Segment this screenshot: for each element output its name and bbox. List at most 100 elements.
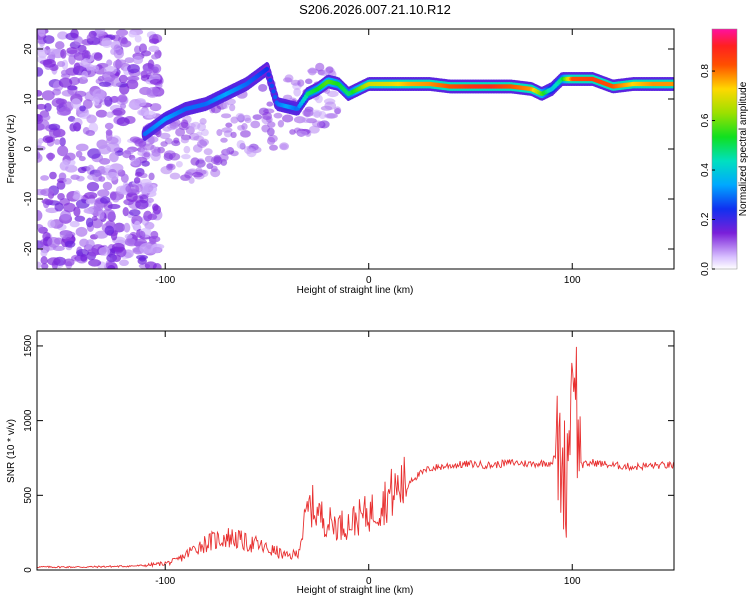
heatmap-blob	[140, 178, 152, 187]
heatmap-blob	[111, 242, 125, 252]
heatmap-blob	[93, 52, 103, 61]
heatmap-blob	[78, 155, 86, 162]
snr-ytick-label: 500	[23, 487, 34, 504]
heatmap-blob	[143, 68, 153, 75]
heatmap-blob	[138, 43, 147, 54]
heatmap-blob	[130, 157, 141, 166]
heatmap-blob	[128, 209, 141, 217]
heatmap-blob	[250, 120, 261, 129]
frequency-ridge	[141, 62, 674, 141]
heatmap-blob	[63, 177, 72, 185]
ridge-core	[269, 83, 275, 89]
heatmap-blob	[56, 60, 66, 67]
heatmap-blob	[119, 103, 127, 109]
snr-ytick-label: 0	[23, 567, 34, 573]
heatmap-blob	[85, 130, 96, 137]
heatmap-blob	[133, 176, 141, 184]
heatmap-blob	[229, 104, 236, 112]
heatmap-blob	[183, 145, 191, 154]
heatmap-blob	[317, 70, 330, 76]
heatmap-blob	[195, 159, 206, 168]
heatmap-blob	[47, 152, 54, 162]
heatmap-blob	[57, 145, 69, 157]
heatmap-blob	[334, 107, 341, 115]
heatmap-blob	[106, 136, 119, 145]
heatmap-blob	[324, 101, 337, 110]
heatmap-blob	[85, 217, 94, 228]
heatmap-blob	[40, 175, 50, 181]
spectrogram-xtick-label: 0	[366, 275, 372, 286]
heatmap-blob	[293, 87, 301, 97]
snr-ytick-label: 1500	[23, 334, 34, 357]
heatmap-blob	[47, 237, 61, 248]
heatmap-blob	[43, 35, 55, 44]
heatmap-blob	[210, 165, 218, 173]
heatmap-blob	[119, 259, 129, 267]
heatmap-blob	[149, 78, 163, 85]
heatmap-blob	[107, 265, 116, 269]
heatmap-blob	[267, 134, 278, 143]
heatmap-blob	[58, 77, 73, 88]
heatmap-blob	[302, 108, 314, 117]
heatmap-blob	[141, 185, 149, 194]
heatmap-blob	[70, 174, 80, 180]
heatmap-blob	[151, 54, 159, 60]
heatmap-blob	[230, 131, 237, 139]
heatmap-blob	[139, 194, 149, 204]
heatmap-blob	[55, 41, 65, 50]
heatmap-blob	[79, 105, 86, 112]
heatmap-blob	[49, 171, 57, 180]
heatmap-blob	[180, 137, 189, 144]
heatmap-blob	[123, 222, 131, 233]
heatmap-blob	[152, 203, 159, 211]
heatmap-blob	[81, 70, 89, 81]
heatmap-blob	[143, 152, 151, 158]
heatmap-blob	[37, 223, 44, 230]
heatmap-blob	[98, 176, 106, 182]
heatmap-blob	[47, 219, 56, 229]
heatmap-blob	[162, 126, 172, 132]
heatmap-blob	[92, 88, 106, 100]
heatmap-blob	[94, 230, 108, 239]
heatmap-blob	[310, 109, 323, 117]
heatmap-blob	[44, 102, 52, 112]
colorbar: 0.0 0.2 0.4 0.6 0.8 Normalized spectral ampl…	[700, 28, 749, 276]
snr-xtick-label: 0	[366, 576, 372, 587]
heatmap-blob	[126, 75, 140, 82]
heatmap-blob	[65, 152, 76, 161]
heatmap-blob	[73, 62, 81, 72]
spectrogram-xtick-label: -100	[155, 275, 175, 286]
heatmap-blob	[203, 148, 213, 156]
heatmap-blob	[75, 226, 88, 237]
heatmap-blob	[159, 132, 171, 140]
heatmap-blob	[60, 210, 72, 221]
heatmap-blob	[37, 145, 46, 151]
heatmap-blob	[37, 67, 44, 77]
heatmap-blob	[42, 58, 56, 68]
heatmap-blob	[324, 113, 336, 119]
heatmap-blob	[73, 52, 86, 61]
spectrogram-xlabel: Height of straight line (km)	[297, 285, 414, 296]
heatmap-blob	[73, 190, 81, 200]
heatmap-blob	[160, 141, 168, 147]
heatmap-blob	[102, 181, 113, 191]
heatmap-blob	[132, 55, 144, 65]
heatmap-blob	[59, 230, 73, 240]
heatmap-blob	[148, 172, 155, 181]
heatmap-blob	[269, 144, 278, 151]
heatmap-blob	[308, 125, 320, 134]
heatmap-blob	[135, 183, 143, 193]
heatmap-blob	[106, 142, 120, 153]
spectrogram-ylabel: Frequency (Hz)	[6, 115, 17, 184]
heatmap-blob	[95, 109, 108, 118]
heatmap-blob	[113, 222, 126, 233]
spectrogram-ytick-label: -10	[23, 191, 34, 206]
heatmap-blob	[47, 257, 61, 266]
heatmap-blob	[98, 246, 111, 256]
heatmap-blob	[63, 258, 75, 267]
heatmap-blob	[187, 122, 196, 129]
heatmap-blob	[197, 122, 206, 132]
heatmap-blob	[146, 87, 161, 97]
heatmap-blob	[63, 202, 76, 213]
heatmap-blob	[37, 29, 46, 37]
